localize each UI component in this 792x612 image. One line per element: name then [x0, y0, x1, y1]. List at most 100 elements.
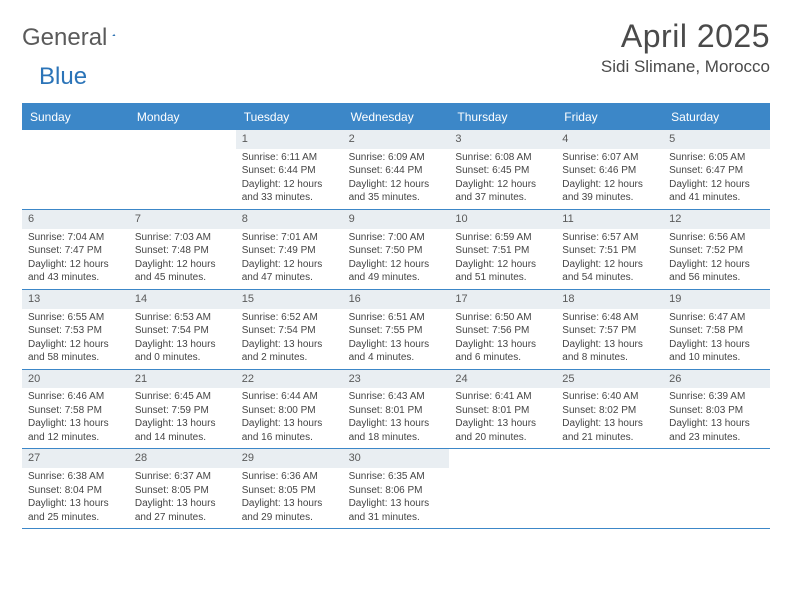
day-body: Sunrise: 6:11 AMSunset: 6:44 PMDaylight:…	[236, 149, 343, 209]
sunset-text: Sunset: 7:59 PM	[135, 404, 230, 418]
day-body: Sunrise: 6:41 AMSunset: 8:01 PMDaylight:…	[449, 388, 556, 448]
sunset-text: Sunset: 7:58 PM	[28, 404, 123, 418]
logo-word-general: General	[22, 24, 107, 52]
day-number: 28	[135, 452, 147, 464]
daylight-line2: and 45 minutes.	[135, 271, 230, 285]
sunrise-text: Sunrise: 6:47 AM	[669, 311, 764, 325]
day-number: 14	[135, 293, 147, 305]
day-number: 25	[562, 373, 574, 385]
day-number: 18	[562, 293, 574, 305]
day-number-bar: 15	[236, 290, 343, 309]
daylight-line1: Daylight: 12 hours	[28, 338, 123, 352]
day-cell: 6Sunrise: 7:04 AMSunset: 7:47 PMDaylight…	[22, 210, 129, 289]
daylight-line2: and 49 minutes.	[349, 271, 444, 285]
daylight-line1: Daylight: 13 hours	[455, 338, 550, 352]
day-cell: 29Sunrise: 6:36 AMSunset: 8:05 PMDayligh…	[236, 449, 343, 528]
day-body: Sunrise: 6:59 AMSunset: 7:51 PMDaylight:…	[449, 229, 556, 289]
sunset-text: Sunset: 7:58 PM	[669, 324, 764, 338]
weekday-header: Thursday	[449, 105, 556, 130]
day-number: 27	[28, 452, 40, 464]
daylight-line1: Daylight: 13 hours	[669, 417, 764, 431]
day-number: 17	[455, 293, 467, 305]
day-cell: 18Sunrise: 6:48 AMSunset: 7:57 PMDayligh…	[556, 290, 663, 369]
empty-day-cell	[22, 130, 129, 209]
sunset-text: Sunset: 6:46 PM	[562, 164, 657, 178]
sunrise-text: Sunrise: 6:09 AM	[349, 151, 444, 165]
daylight-line2: and 33 minutes.	[242, 191, 337, 205]
calendar: SundayMondayTuesdayWednesdayThursdayFrid…	[22, 103, 770, 529]
day-cell: 17 Sunrise: 6:50 AMSunset: 7:56 PMDayligh…	[449, 290, 556, 369]
day-number: 6	[28, 213, 34, 225]
day-number-bar: 18	[556, 290, 663, 309]
sunrise-text: Sunrise: 6:53 AM	[135, 311, 230, 325]
day-body: Sunrise: 6:50 AMSunset: 7:56 PMDaylight:…	[449, 309, 556, 369]
day-number-bar: 6	[22, 210, 129, 229]
sunset-text: Sunset: 8:02 PM	[562, 404, 657, 418]
month-title: April 2025	[601, 18, 770, 55]
day-number-bar: 7	[129, 210, 236, 229]
day-cell: 4Sunrise: 6:07 AMSunset: 6:46 PMDaylight…	[556, 130, 663, 209]
day-number-bar: 28	[129, 449, 236, 468]
day-cell: 13 Sunrise: 6:55 AMSunset: 7:53 PMDayligh…	[22, 290, 129, 369]
day-body: Sunrise: 6:37 AMSunset: 8:05 PMDaylight:…	[129, 468, 236, 528]
day-body: Sunrise: 6:56 AMSunset: 7:52 PMDaylight:…	[663, 229, 770, 289]
sunrise-text: Sunrise: 6:40 AM	[562, 390, 657, 404]
sunset-text: Sunset: 6:44 PM	[242, 164, 337, 178]
day-number: 13	[28, 293, 40, 305]
sunset-text: Sunset: 7:48 PM	[135, 244, 230, 258]
sunrise-text: Sunrise: 6:43 AM	[349, 390, 444, 404]
daylight-line1: Daylight: 13 hours	[135, 417, 230, 431]
daylight-line2: and 35 minutes.	[349, 191, 444, 205]
daylight-line2: and 18 minutes.	[349, 431, 444, 445]
sunrise-text: Sunrise: 6:37 AM	[135, 470, 230, 484]
day-number-bar: 27	[22, 449, 129, 468]
daylight-line2: and 4 minutes.	[349, 351, 444, 365]
daylight-line1: Daylight: 12 hours	[242, 178, 337, 192]
empty-day-cell	[663, 449, 770, 528]
day-cell: 3Sunrise: 6:08 AMSunset: 6:45 PMDaylight…	[449, 130, 556, 209]
weekday-header: Tuesday	[236, 105, 343, 130]
day-number: 11	[562, 213, 573, 225]
week-row: 1Sunrise: 6:11 AMSunset: 6:44 PMDaylight…	[22, 130, 770, 210]
day-cell: 10Sunrise: 6:59 AMSunset: 7:51 PMDayligh…	[449, 210, 556, 289]
day-cell: 16Sunrise: 6:51 AMSunset: 7:55 PMDayligh…	[343, 290, 450, 369]
sunset-text: Sunset: 6:45 PM	[455, 164, 550, 178]
weekday-header: Wednesday	[343, 105, 450, 130]
day-number-bar: 12	[663, 210, 770, 229]
day-number: 9	[349, 213, 355, 225]
daylight-line1: Daylight: 12 hours	[455, 258, 550, 272]
day-body: Sunrise: 6:45 AMSunset: 7:59 PMDaylight:…	[129, 388, 236, 448]
daylight-line1: Daylight: 12 hours	[669, 258, 764, 272]
empty-day-cell	[129, 130, 236, 209]
sunrise-text: Sunrise: 6:55 AM	[28, 311, 123, 325]
day-cell: 20Sunrise: 6:46 AMSunset: 7:58 PMDayligh…	[22, 370, 129, 449]
sunrise-text: Sunrise: 6:50 AM	[455, 311, 550, 325]
sunset-text: Sunset: 7:51 PM	[455, 244, 550, 258]
day-number-bar: 29	[236, 449, 343, 468]
daylight-line2: and 31 minutes.	[349, 511, 444, 525]
day-number-bar: 14	[129, 290, 236, 309]
logo-triangle-icon	[112, 24, 116, 46]
day-body: Sunrise: 6:55 AMSunset: 7:53 PMDaylight:…	[22, 309, 129, 369]
day-number-bar: 8	[236, 210, 343, 229]
week-row: 13 Sunrise: 6:55 AMSunset: 7:53 PMDayligh…	[22, 290, 770, 370]
sunrise-text: Sunrise: 7:03 AM	[135, 231, 230, 245]
sunset-text: Sunset: 8:05 PM	[242, 484, 337, 498]
sunset-text: Sunset: 6:47 PM	[669, 164, 764, 178]
day-number-bar: 17	[449, 290, 556, 309]
sunrise-text: Sunrise: 6:07 AM	[562, 151, 657, 165]
daylight-line1: Daylight: 12 hours	[349, 178, 444, 192]
daylight-line1: Daylight: 13 hours	[562, 338, 657, 352]
day-body: Sunrise: 6:43 AMSunset: 8:01 PMDaylight:…	[343, 388, 450, 448]
day-body: Sunrise: 6:44 AMSunset: 8:00 PMDaylight:…	[236, 388, 343, 448]
day-cell: 14Sunrise: 6:53 AMSunset: 7:54 PMDayligh…	[129, 290, 236, 369]
daylight-line2: and 56 minutes.	[669, 271, 764, 285]
day-number-bar: 19	[663, 290, 770, 309]
day-cell: 23Sunrise: 6:43 AMSunset: 8:01 PMDayligh…	[343, 370, 450, 449]
day-body: Sunrise: 6:05 AMSunset: 6:47 PMDaylight:…	[663, 149, 770, 209]
day-body: Sunrise: 6:46 AMSunset: 7:58 PMDaylight:…	[22, 388, 129, 448]
day-number-bar: 26	[663, 370, 770, 389]
day-number: 3	[455, 133, 461, 145]
daylight-line2: and 58 minutes.	[28, 351, 123, 365]
logo-word-blue: Blue	[39, 63, 87, 91]
